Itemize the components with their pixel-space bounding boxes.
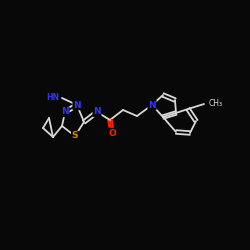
Text: N: N (148, 100, 156, 110)
Text: N: N (73, 100, 81, 110)
Text: N: N (61, 108, 69, 116)
Text: HN: HN (46, 92, 59, 102)
Text: S: S (72, 132, 78, 140)
Text: CH₃: CH₃ (209, 98, 223, 108)
Text: O: O (108, 128, 116, 138)
Text: N: N (93, 108, 101, 116)
